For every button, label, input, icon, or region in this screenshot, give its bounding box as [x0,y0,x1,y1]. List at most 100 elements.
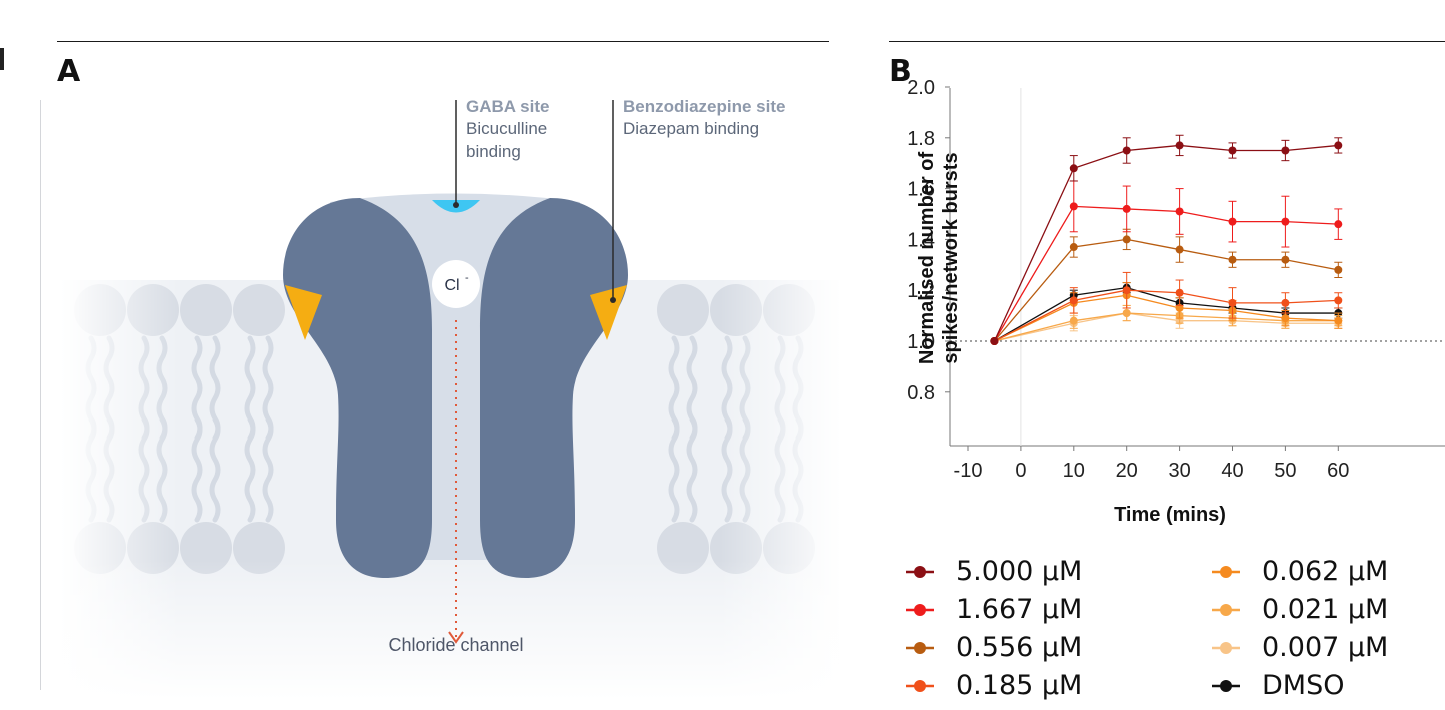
benzo-site-line1: Diazepam binding [623,119,759,138]
panel-b-letter: B [889,54,912,89]
legend-label: 0.021 µM [1262,594,1389,625]
x-tick-label: 60 [1327,460,1349,482]
legend-label: 0.007 µM [1262,632,1389,663]
series-0-021-m [990,304,1343,345]
legend-marker [906,604,934,616]
chart-legend: 5.000 µM 1.667 µM 0.556 µM 0.185 µM 0.062 µM… [904,555,1444,705]
x-tick-label: 50 [1274,460,1296,482]
data-point [990,337,999,345]
right-subunit [480,198,628,578]
x-tick-label: 0 [1015,460,1026,482]
chloride-flow-arrowhead [448,631,464,644]
legend-marker [1212,604,1240,616]
legend-label: 0.185 µM [956,670,1083,701]
benzo-binding-site-right [590,285,627,340]
legend-label: 1.667 µM [956,594,1083,625]
y-tick-label: 1.2 [907,280,935,302]
data-point [1281,217,1290,226]
data-point [1175,141,1184,150]
series-0-007-m [990,304,1343,345]
data-point [1228,217,1237,226]
panel-b-top-rule [889,41,1445,42]
gaba-site-line2: binding [466,142,521,161]
data-point [1069,296,1078,305]
series-0-556-m [990,228,1343,345]
legend-label: 0.062 µM [1262,556,1389,587]
legend-marker [906,566,934,578]
lipid-tail [686,417,698,523]
data-point [1122,204,1131,213]
receptor-diagram: Cl - GABA site Bicuculline binding Benzo… [60,97,842,700]
y-tick-label: 2.0 [907,77,935,99]
x-tick-label: 20 [1116,460,1138,482]
data-point [1228,255,1237,264]
panel-a-letter: A [57,54,81,89]
data-point [1334,141,1343,150]
data-point [1175,245,1184,254]
y-tick-label: 1.6 [907,179,935,201]
panel-a-top-rule [57,41,829,42]
benzo-binding-site-left [285,285,322,340]
panel-a-divider [40,100,41,690]
legend-marker [906,680,934,692]
data-point [1175,288,1184,297]
y-axis-label-line2: spikes/network bursts [940,152,962,363]
data-point [1228,146,1237,155]
data-point [1069,164,1078,173]
lipid-tail [209,417,221,523]
data-point [1228,298,1237,307]
left-edge-mark [0,48,4,70]
x-axis-label: Time (mins) [1114,504,1226,526]
chloride-ion-charge: - [465,272,469,284]
lipid-head-top [180,284,232,336]
x-tick-label: -10 [954,460,983,482]
gaba-site-line1: Bicuculline [466,119,547,138]
data-point [1069,243,1078,252]
data-point [1122,309,1131,318]
lipid-tail [244,417,256,523]
y-tick-label: 1.0 [907,331,935,353]
x-tick-label: 30 [1168,460,1190,482]
lipid-head-top [657,284,709,336]
y-tick-label: 1.8 [907,128,935,150]
data-point [1334,220,1343,229]
data-point [1334,296,1343,305]
data-point [1334,265,1343,274]
data-point [1281,255,1290,264]
legend-marker [1212,680,1240,692]
legend-label: 5.000 µM [956,556,1083,587]
data-point [1334,316,1343,325]
legend-marker [906,642,934,654]
lipid-head-top [233,284,285,336]
data-point [1175,303,1184,312]
chloride-ion-label: Cl [444,277,459,294]
data-point [1175,207,1184,216]
lipid-tail [668,417,680,523]
burst-chart: 0.8 1.0 1.2 1.4 1.6 1.8 2.0 -10 0 10 20 30 40 50 60 No… [907,77,1445,526]
benzo-site-title: Benzodiazepine site [623,97,785,116]
legend-label: DMSO [1262,670,1345,701]
gaba-site-title: GABA site [466,97,549,116]
y-tick-label: 0.8 [907,382,935,404]
data-point [1069,316,1078,325]
legend-label: 0.556 µM [956,632,1083,663]
data-point [1281,146,1290,155]
chloride-ion [432,260,480,308]
series-5-000-m [990,134,1343,345]
data-point [1122,235,1131,244]
lipid-tail [262,417,274,523]
lipid-tail [191,417,203,523]
legend-marker [1212,642,1240,654]
data-point [1281,314,1290,323]
data-point [1122,286,1131,295]
legend-marker [1212,566,1240,578]
x-tick-label: 40 [1221,460,1243,482]
data-point [1122,146,1131,155]
y-tick-label: 1.4 [907,229,935,251]
data-point [1069,202,1078,211]
y-axis-label-line1: Normalised number of [916,152,938,365]
data-point [1281,298,1290,307]
channel-label: Chloride channel [388,635,523,655]
left-subunit [283,198,432,578]
x-tick-label: 10 [1063,460,1085,482]
